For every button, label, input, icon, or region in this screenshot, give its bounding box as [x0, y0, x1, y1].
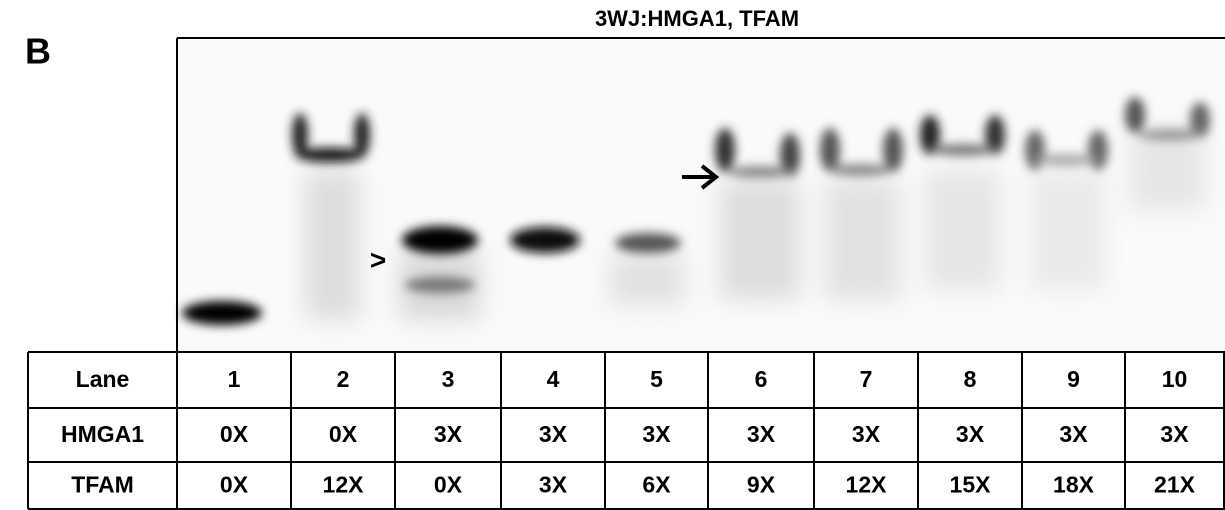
table-cell: 0X — [329, 421, 358, 447]
table-cell: 5 — [650, 366, 663, 392]
row-header: TFAM — [71, 472, 134, 498]
table-cell: 0X — [434, 472, 463, 498]
table-cell: 3X — [956, 421, 985, 447]
table-cell: 3X — [539, 472, 568, 498]
table-cell: 3X — [539, 421, 568, 447]
table-cell: 0X — [220, 472, 249, 498]
table-cell: 9X — [747, 472, 776, 498]
table-cell: 3X — [747, 421, 776, 447]
table-cell: 21X — [1154, 472, 1196, 498]
table-cell: 7 — [860, 366, 873, 392]
band-marker: > — [370, 244, 386, 275]
table-cell: 3X — [1160, 421, 1189, 447]
gel-title: 3WJ:HMGA1, TFAM — [595, 6, 799, 31]
table-cell: 3X — [434, 421, 463, 447]
table-cell: 3X — [1059, 421, 1088, 447]
row-header: HMGA1 — [61, 421, 144, 447]
table-cell: 9 — [1067, 366, 1080, 392]
table-cell: 6 — [755, 366, 768, 392]
panel-label: B — [25, 31, 51, 72]
table-cell: 6X — [642, 472, 671, 498]
table-cell: 15X — [950, 472, 992, 498]
table-cell: 0X — [220, 421, 249, 447]
gel — [177, 38, 1225, 352]
table: Lane 1 2 3 4 5 6 7 8 9 10 HMGA1 0X 0X 3X 3X 3X 3X 3X 3X 3X 3X… — [28, 352, 1225, 509]
table-cell: 2 — [337, 366, 350, 392]
table-cell: 1 — [228, 366, 241, 392]
table-cell: 3 — [442, 366, 455, 392]
table-cell: 3X — [852, 421, 881, 447]
table-cell: 18X — [1053, 472, 1095, 498]
table-cell: 8 — [964, 366, 977, 392]
table-cell: 4 — [547, 366, 560, 392]
table-cell: 12X — [846, 472, 888, 498]
table-cell: 10 — [1162, 366, 1188, 392]
row-header: Lane — [76, 366, 130, 392]
table-cell: 3X — [642, 421, 671, 447]
table-cell: 12X — [323, 472, 365, 498]
figure: B 3WJ:HMGA1, TFAM — [0, 0, 1225, 510]
